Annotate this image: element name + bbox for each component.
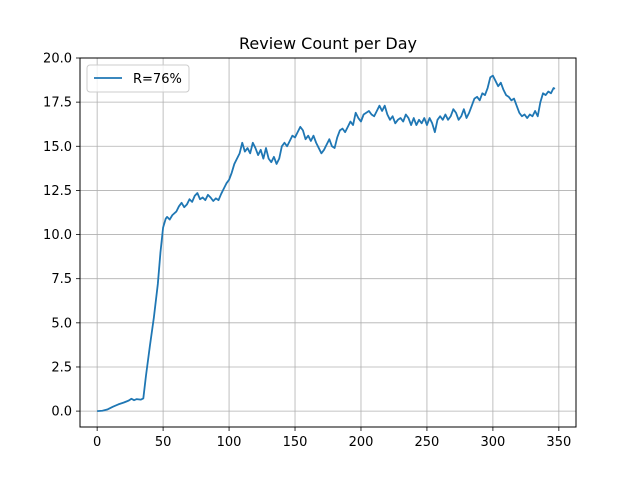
y-tick-label: 7.5 xyxy=(51,272,72,287)
y-tick-label: 0.0 xyxy=(51,405,72,420)
y-tick-label: 5.0 xyxy=(51,316,72,331)
y-tick-label: 2.5 xyxy=(51,360,72,375)
y-tick-label: 17.5 xyxy=(43,96,72,111)
y-tick-label: 10.0 xyxy=(43,228,72,243)
x-tick-label: 350 xyxy=(546,435,571,450)
x-tick-label: 300 xyxy=(480,435,505,450)
x-tick-label: 200 xyxy=(349,435,374,450)
axis-ticks: 0 50 100 150 200 250 300 350 0.0 2.5 5.0 7.5 10.0 12.… xyxy=(43,52,571,451)
legend: R=76% xyxy=(86,64,190,93)
y-tick-label: 20.0 xyxy=(43,52,72,67)
y-tick-label: 15.0 xyxy=(43,140,72,155)
plot-frame xyxy=(79,57,577,428)
y-tick-label: 12.5 xyxy=(43,184,72,199)
legend-box xyxy=(86,64,190,93)
chart-title: Review Count per Day xyxy=(239,34,417,53)
series-layer xyxy=(97,74,556,413)
legend-label: R=76% xyxy=(133,72,182,87)
x-tick-label: 150 xyxy=(283,435,308,450)
x-tick-label: 50 xyxy=(155,435,172,450)
x-tick-label: 0 xyxy=(93,435,101,450)
grid xyxy=(80,57,576,427)
x-tick-label: 250 xyxy=(415,435,440,450)
x-tick-label: 100 xyxy=(217,435,242,450)
series-line xyxy=(97,74,556,413)
